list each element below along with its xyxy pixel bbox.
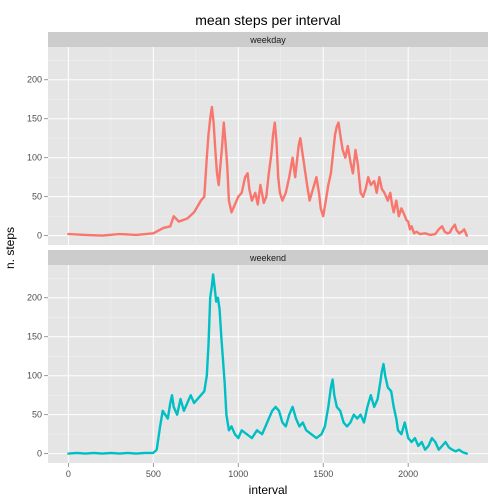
chart-title: mean steps per interval	[195, 12, 341, 28]
x-axis-title: interval	[249, 483, 288, 497]
panel-background	[48, 47, 488, 245]
y-tick-label: 150	[27, 332, 42, 342]
strip-background	[48, 250, 488, 265]
x-tick-label: 2000	[398, 469, 418, 479]
y-tick-label: 150	[27, 114, 42, 124]
y-tick-label: 100	[27, 371, 42, 381]
x-tick-label: 0	[66, 469, 71, 479]
x-tick-label: 1500	[313, 469, 333, 479]
y-tick-label: 100	[27, 153, 42, 163]
y-tick-label: 0	[37, 231, 42, 241]
series-line-weekend	[67, 273, 468, 455]
panel-weekend: weekend 0 50 100 150 200	[27, 250, 488, 463]
y-tick-label: 0	[37, 449, 42, 459]
y-axis-title: n. steps	[3, 227, 17, 269]
y-tick-label: 200	[27, 293, 42, 303]
series-line-weekday	[67, 105, 468, 237]
panel-background	[48, 265, 488, 463]
x-tick-label: 500	[146, 469, 161, 479]
panel-weekday: weekday 0 50 100 150 200	[27, 32, 488, 245]
y-tick-label: 200	[27, 75, 42, 85]
y-tick-label: 50	[32, 410, 42, 420]
strip-label: weekday	[249, 35, 286, 45]
x-tick-label: 1000	[228, 469, 248, 479]
y-tick-label: 50	[32, 192, 42, 202]
strip-background	[48, 32, 488, 47]
strip-label: weekend	[249, 253, 286, 263]
